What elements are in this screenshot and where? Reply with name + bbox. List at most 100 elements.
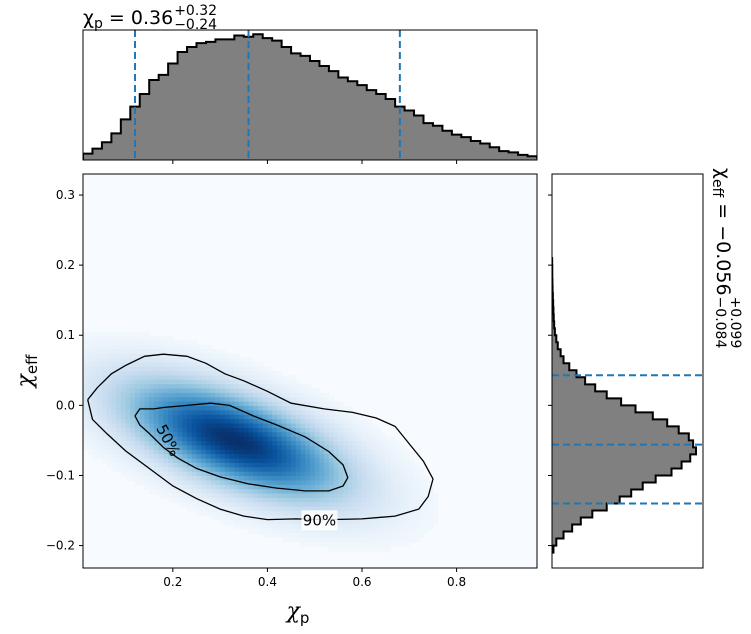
density-cell [201,476,207,482]
density-cell [314,489,321,495]
density-cell [220,388,226,394]
density-cell [215,371,221,376]
density-cell [187,480,193,486]
density-cell [376,467,382,473]
density-cell [97,410,103,416]
density-cell [305,506,311,512]
density-cell [409,480,415,486]
density-cell [267,392,273,398]
density-cell [310,506,316,512]
density-cell [120,406,127,411]
density-cell [135,467,141,473]
density-cell [201,432,207,438]
density-cell [210,353,217,359]
density-cell [248,414,254,420]
density-cell [310,493,316,499]
density-cell [125,462,131,468]
density-cell [101,392,108,398]
density-cell [295,506,302,512]
density-cell [310,467,316,473]
density-cell [125,410,131,416]
density-cell [253,410,259,416]
density-cell [224,432,231,438]
density-cell [248,392,254,398]
density-cell [172,397,179,403]
chi-p-bar [205,41,216,160]
density-cell [87,414,94,420]
density-cell [172,445,179,451]
density-cell [305,432,311,438]
density-cell [182,357,188,363]
density-cell [276,471,283,477]
density-cell [262,419,269,425]
density-cell [314,541,321,547]
density-cell [257,449,264,455]
density-cell [239,511,245,517]
density-cell [187,445,193,451]
density-cell [248,462,254,468]
density-cell [158,414,164,420]
density-cell [234,484,240,490]
density-cell [376,462,382,468]
density-cell [404,489,410,495]
density-cell [343,515,349,521]
density-cell [243,362,250,368]
density-cell [291,524,297,530]
density-cell [314,462,321,468]
density-cell [149,471,155,477]
density-cell [191,502,198,508]
density-cell [319,471,325,477]
density-cell [187,357,193,363]
density-cell [139,427,146,433]
density-cell [224,401,231,407]
density-cell [97,445,103,451]
density-cell [352,528,358,534]
density-cell [328,480,335,486]
density-cell [168,476,174,482]
density-cell [428,493,434,499]
density-cell [205,484,212,490]
density-cell [187,449,193,455]
density-cell [191,344,198,350]
density-cell [135,427,141,433]
density-cell [83,436,89,442]
density-cell [305,537,311,543]
density-cell [229,467,235,473]
density-cell [314,532,321,538]
density-cell [291,384,297,390]
density-cell [215,441,221,447]
density-cell [182,493,188,499]
chi-p-bar [357,85,368,160]
density-cell [191,458,198,464]
density-cell [101,441,108,447]
density-cell [328,546,335,552]
density-cell [253,519,259,525]
density-cell [83,384,89,390]
density-cell [144,432,150,438]
density-cell [168,458,174,464]
density-cell [432,493,439,499]
density-cell [343,476,349,482]
density-cell [281,423,287,429]
contour-label-bg [301,510,338,531]
density-cell [116,371,122,376]
density-cell [172,401,179,407]
density-cell [220,441,226,447]
density-cell [428,480,434,486]
density-cell [116,436,122,442]
density-cell [404,497,410,503]
density-cell [395,511,401,517]
density-cell [215,427,221,433]
density-cell [163,379,169,385]
density-cell [177,379,183,385]
density-cell [220,471,226,477]
density-cell [248,406,254,411]
density-cell [253,462,259,468]
density-cell [163,357,169,363]
density-cell [139,388,146,394]
density-cell [404,541,410,547]
density-cell [201,441,207,447]
density-cell [319,467,325,473]
density-cell [191,419,198,425]
density-cell [310,427,316,433]
